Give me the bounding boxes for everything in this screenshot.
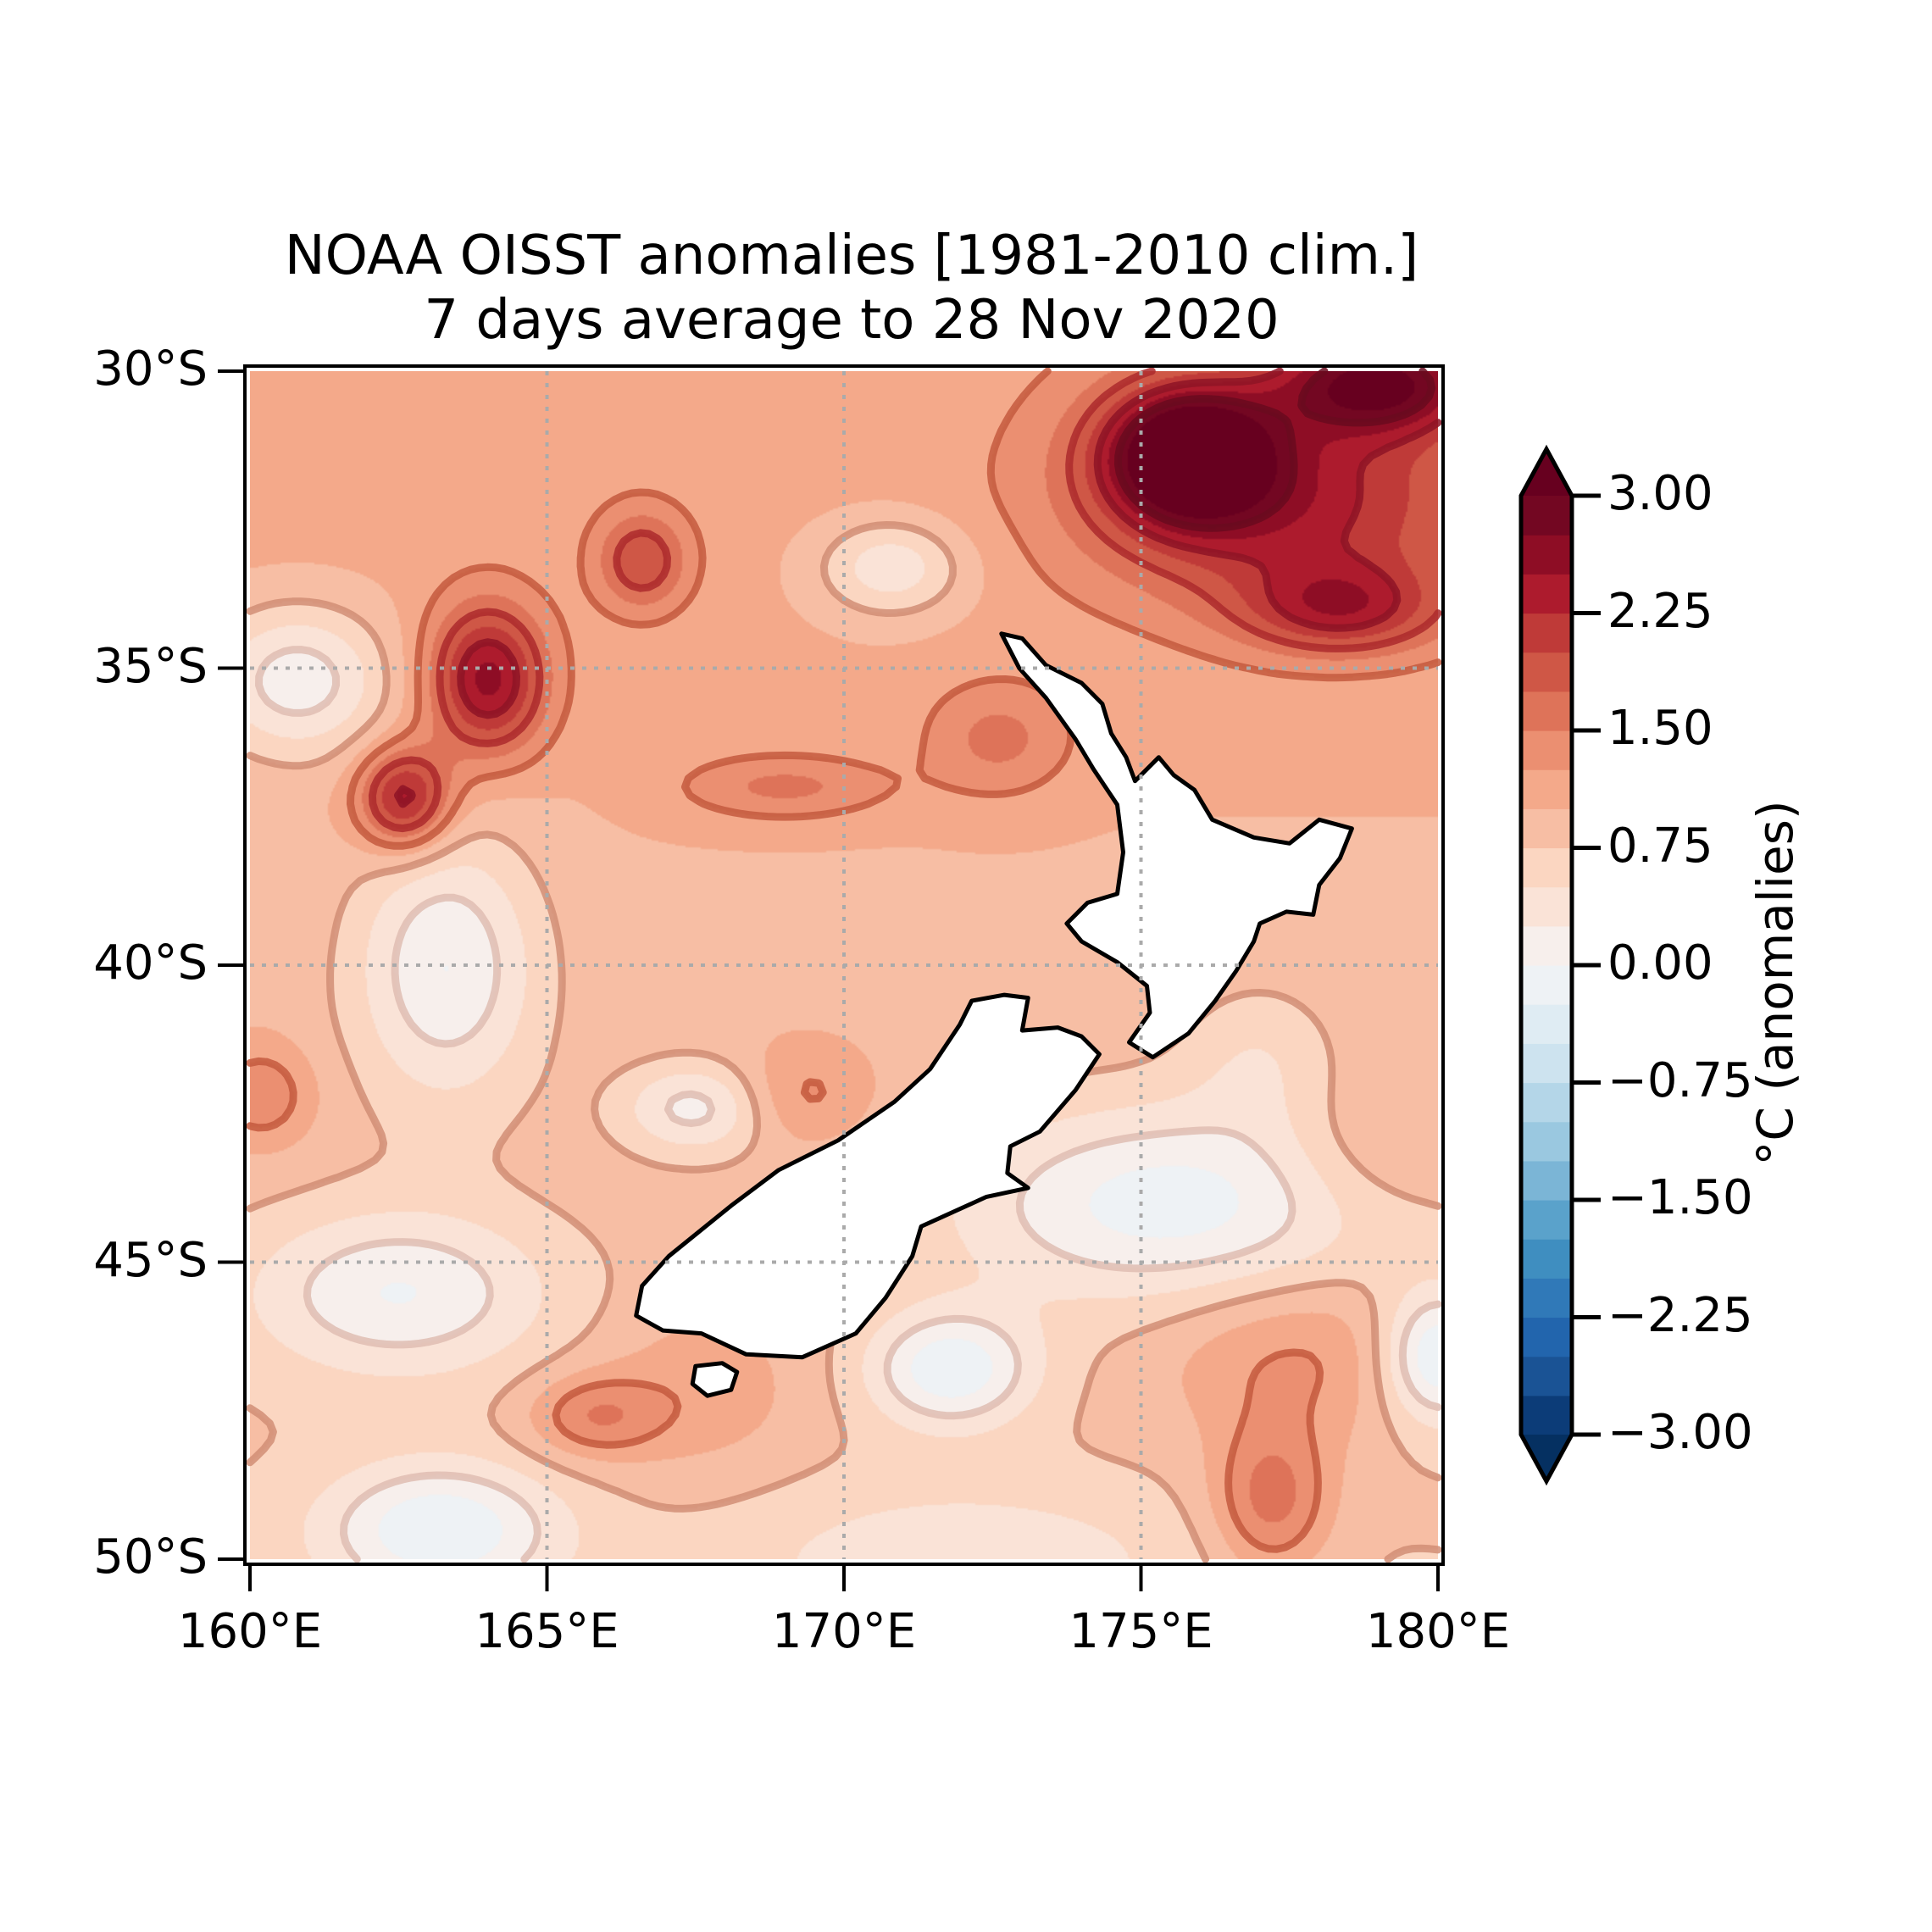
colorbar-band (1521, 1160, 1572, 1201)
y-tick-label: 40°S (93, 935, 208, 991)
colorbar-band (1521, 652, 1572, 692)
colorbar-extend-min (1521, 1435, 1572, 1481)
contour-line-1-75 (368, 367, 1442, 833)
y-tick-label: 50°S (93, 1530, 208, 1585)
x-tick-label: 175°E (1069, 1604, 1213, 1659)
colorbar-band (1521, 1395, 1572, 1435)
colorbar-band (1521, 574, 1572, 614)
colorbar-band (1521, 496, 1572, 536)
colorbar-band (1521, 1239, 1572, 1279)
plot-frame (243, 364, 1445, 1566)
colorbar-tick-label: 2.25 (1607, 583, 1713, 639)
contour-line-1-25 (246, 367, 1442, 1553)
colorbar-tick-label: −3.00 (1607, 1405, 1753, 1460)
colorbar-band (1521, 1043, 1572, 1084)
colorbar-band (1521, 1082, 1572, 1123)
map-overlay (218, 364, 1445, 1591)
colorbar-tick-label: −1.50 (1607, 1170, 1753, 1225)
gridlines (250, 371, 1438, 1559)
colorbar-tick-label: −0.75 (1607, 1052, 1753, 1108)
colorbar-band (1521, 535, 1572, 575)
colorbar-band (1521, 925, 1572, 966)
colorbar-band (1521, 613, 1572, 653)
land-masses (634, 631, 1354, 1398)
contour-line-2-25 (394, 367, 1442, 808)
colorbar-band (1521, 1356, 1572, 1396)
colorbar-band (1521, 730, 1572, 770)
colorbar-tick-label: 1.50 (1607, 701, 1713, 756)
y-tick-label: 35°S (93, 638, 208, 694)
y-tick-label: 30°S (93, 341, 208, 397)
x-tick-label: 165°E (475, 1604, 619, 1659)
map-plot-area (218, 364, 1445, 1591)
colorbar-segments (1518, 444, 1574, 1486)
contour-lines (246, 367, 1442, 1563)
colorbar-tick-label: 3.00 (1607, 466, 1713, 521)
colorbar-band (1521, 847, 1572, 888)
contour-line-2-75 (1114, 367, 1436, 532)
colorbar-band (1521, 1004, 1572, 1044)
colorbar-band (1521, 1200, 1572, 1240)
north-island (999, 631, 1354, 1060)
colorbar-tick-label: −2.25 (1607, 1287, 1753, 1343)
chart-title-line-2: 7 days average to 28 Nov 2020 (424, 289, 1280, 352)
colorbar-tick-label: 0.00 (1607, 935, 1713, 991)
x-tick-label: 180°E (1365, 1604, 1511, 1659)
colorbar-band (1521, 1278, 1572, 1319)
x-tick-label: 170°E (771, 1604, 917, 1659)
colorbar-band (1521, 965, 1572, 1005)
x-tick-label: 160°E (177, 1604, 323, 1659)
south-island (634, 992, 1102, 1360)
stewart-island (690, 1361, 740, 1398)
axis-ticks (218, 369, 1440, 1591)
y-tick-label: 45°S (93, 1232, 208, 1288)
colorbar-title: °C (anomalies) (1746, 800, 1804, 1166)
chart-title-line-1: NOAA OISST anomalies [1981-2010 clim.] (284, 225, 1419, 287)
colorbar-band (1521, 1317, 1572, 1357)
colorbar-band (1521, 769, 1572, 809)
colorbar-extend-max (1521, 449, 1572, 496)
colorbar-band (1521, 1121, 1572, 1162)
colorbar-band (1521, 886, 1572, 927)
colorbar-ticks (1572, 493, 1601, 1437)
colorbar-band (1521, 808, 1572, 849)
colorbar (1518, 444, 1601, 1486)
colorbar-tick-label: 0.75 (1607, 818, 1713, 874)
colorbar-band (1521, 691, 1572, 731)
